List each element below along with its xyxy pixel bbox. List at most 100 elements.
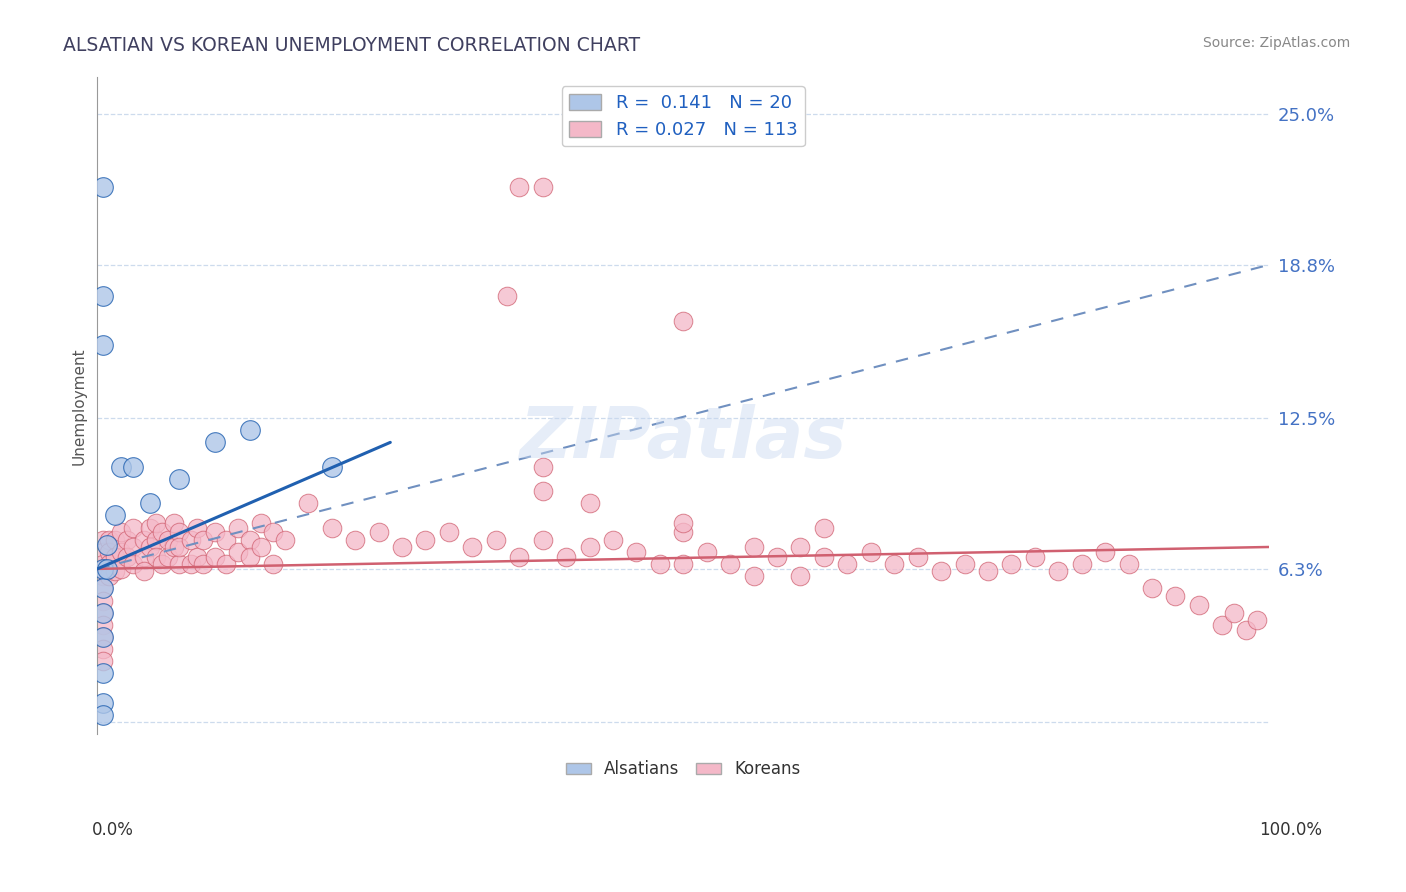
Point	[1246, 613, 1268, 627]
Point	[508, 549, 530, 564]
Point	[91, 338, 114, 352]
Point	[91, 707, 114, 722]
Point	[766, 549, 789, 564]
Point	[110, 545, 132, 559]
Point	[837, 557, 859, 571]
Point	[555, 549, 578, 564]
Point	[98, 557, 121, 571]
Point	[91, 582, 114, 596]
Point	[531, 180, 554, 194]
Point	[321, 520, 343, 534]
Point	[110, 459, 132, 474]
Point	[91, 606, 114, 620]
Y-axis label: Unemployment: Unemployment	[72, 347, 86, 465]
Point	[531, 533, 554, 547]
Point	[162, 540, 184, 554]
Point	[96, 562, 118, 576]
Point	[98, 545, 121, 559]
Point	[204, 549, 226, 564]
Point	[321, 459, 343, 474]
Point	[344, 533, 367, 547]
Point	[96, 537, 118, 551]
Point	[121, 540, 143, 554]
Point	[953, 557, 976, 571]
Point	[1000, 557, 1022, 571]
Point	[672, 525, 695, 540]
Point	[859, 545, 882, 559]
Point	[145, 516, 167, 530]
Point	[485, 533, 508, 547]
Point	[91, 569, 114, 583]
Point	[1047, 564, 1070, 578]
Point	[169, 557, 191, 571]
Point	[367, 525, 389, 540]
Point	[91, 180, 114, 194]
Point	[104, 533, 127, 547]
Point	[91, 630, 114, 644]
Point	[204, 525, 226, 540]
Point	[696, 545, 718, 559]
Point	[110, 562, 132, 576]
Point	[437, 525, 460, 540]
Point	[239, 533, 262, 547]
Point	[186, 549, 208, 564]
Point	[626, 545, 648, 559]
Point	[121, 557, 143, 571]
Point	[578, 496, 600, 510]
Point	[91, 533, 114, 547]
Point	[508, 180, 530, 194]
Point	[115, 549, 138, 564]
Point	[91, 696, 114, 710]
Point	[91, 666, 114, 681]
Point	[977, 564, 1000, 578]
Point	[98, 533, 121, 547]
Text: ALSATIAN VS KOREAN UNEMPLOYMENT CORRELATION CHART: ALSATIAN VS KOREAN UNEMPLOYMENT CORRELAT…	[63, 36, 640, 54]
Point	[91, 642, 114, 657]
Point	[91, 289, 114, 303]
Point	[297, 496, 319, 510]
Point	[121, 459, 143, 474]
Point	[91, 545, 114, 559]
Point	[531, 459, 554, 474]
Point	[1140, 582, 1163, 596]
Point	[415, 533, 437, 547]
Point	[215, 533, 238, 547]
Point	[134, 533, 156, 547]
Point	[742, 569, 765, 583]
Point	[121, 520, 143, 534]
Point	[156, 533, 179, 547]
Point	[461, 540, 484, 554]
Point	[1211, 617, 1233, 632]
Point	[180, 533, 202, 547]
Point	[274, 533, 297, 547]
Point	[110, 525, 132, 540]
Point	[139, 496, 162, 510]
Point	[104, 508, 127, 523]
Point	[742, 540, 765, 554]
Text: ZIPatlas: ZIPatlas	[520, 404, 846, 474]
Point	[104, 564, 127, 578]
Point	[162, 516, 184, 530]
Point	[672, 314, 695, 328]
Point	[180, 557, 202, 571]
Point	[186, 520, 208, 534]
Point	[1164, 589, 1187, 603]
Point	[1223, 606, 1246, 620]
Point	[134, 549, 156, 564]
Text: 100.0%: 100.0%	[1258, 821, 1322, 838]
Point	[1094, 545, 1116, 559]
Point	[262, 525, 284, 540]
Point	[91, 630, 114, 644]
Point	[91, 617, 114, 632]
Point	[169, 540, 191, 554]
Point	[226, 520, 249, 534]
Point	[718, 557, 741, 571]
Point	[250, 540, 273, 554]
Point	[104, 549, 127, 564]
Point	[115, 533, 138, 547]
Point	[1070, 557, 1092, 571]
Point	[496, 289, 519, 303]
Point	[578, 540, 600, 554]
Text: Source: ZipAtlas.com: Source: ZipAtlas.com	[1202, 36, 1350, 50]
Point	[602, 533, 624, 547]
